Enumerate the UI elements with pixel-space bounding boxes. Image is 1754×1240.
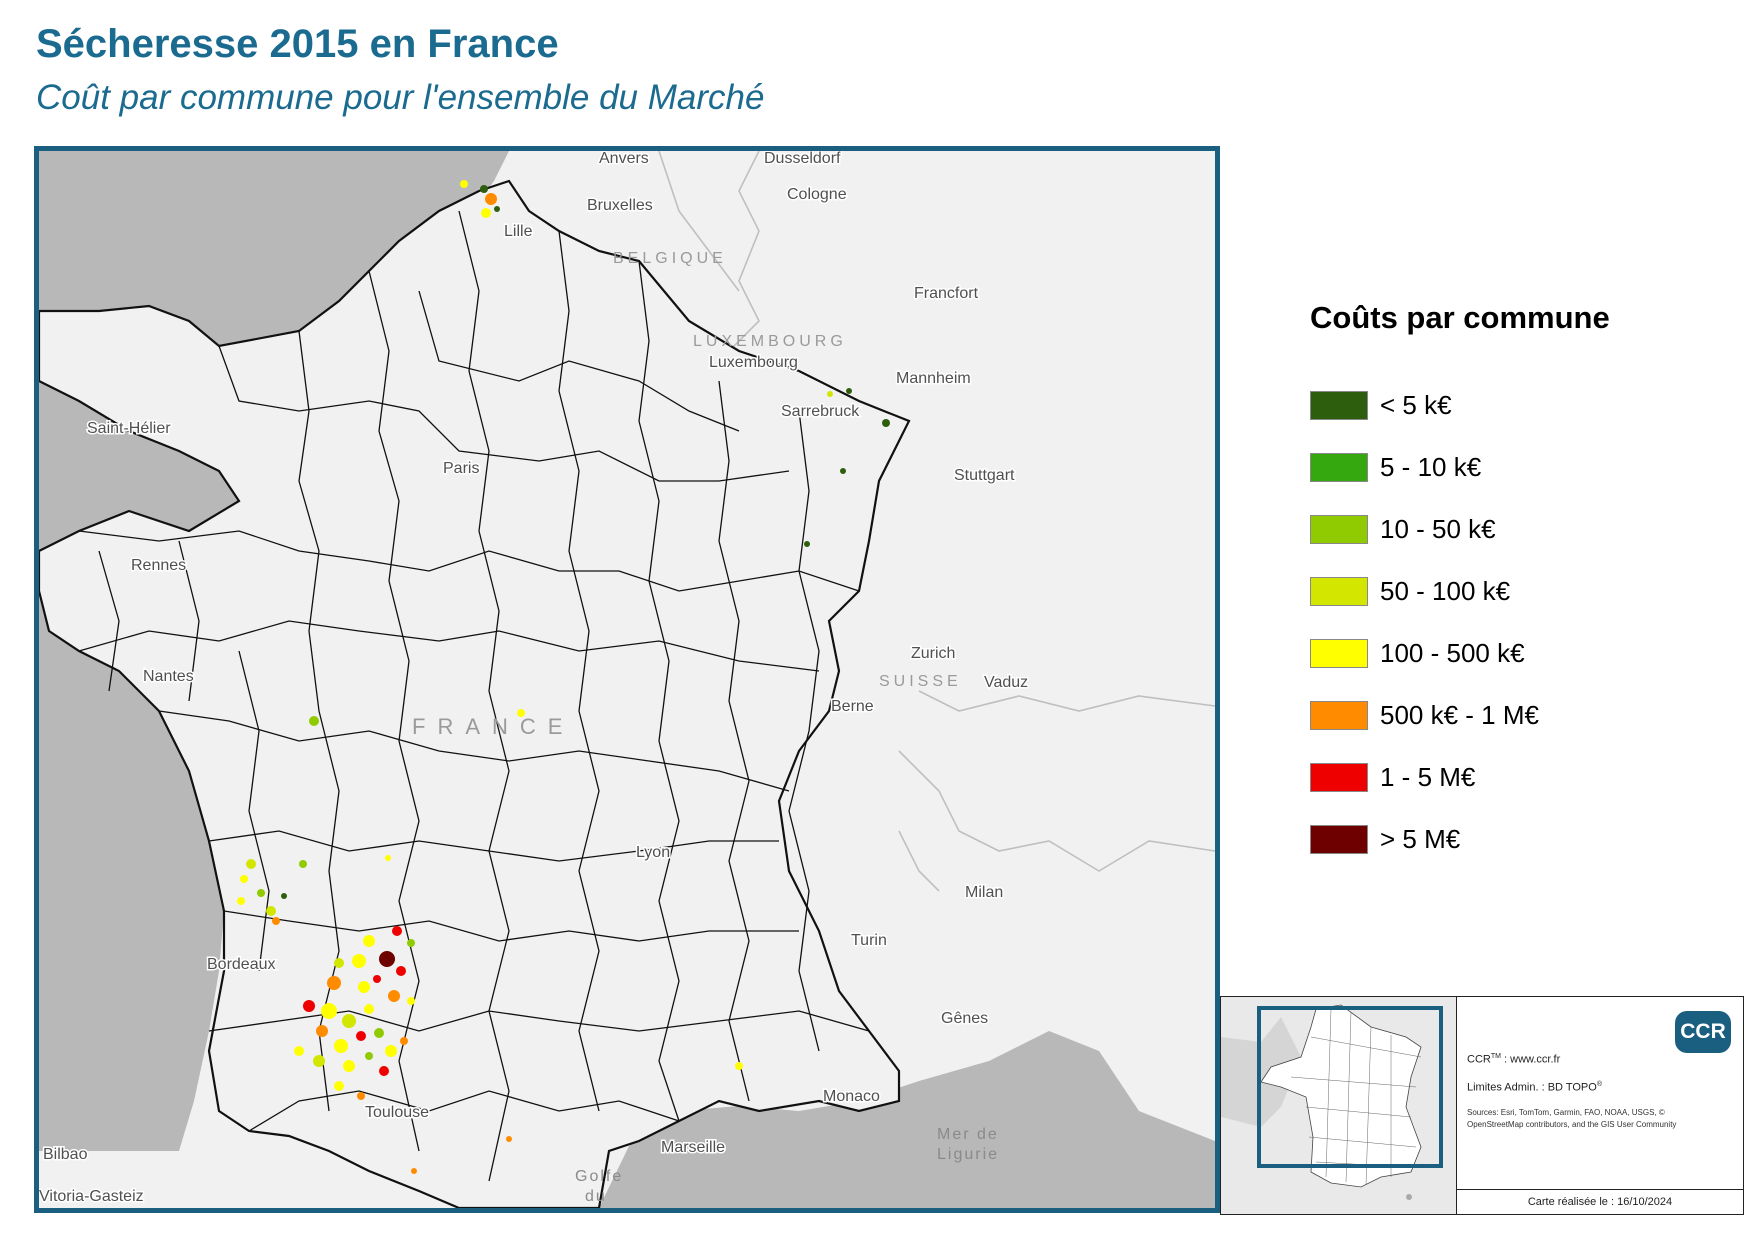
credit-sources: Sources: Esri, TomTom, Garmin, FAO, NOAA… [1467,1108,1677,1129]
commune-cost-markers [237,180,890,1174]
place-label: Berne [831,698,874,715]
place-label: Bruxelles [587,197,653,214]
place-label: Luxembourg [709,354,798,371]
france-outline [39,179,911,1208]
place-label: Lyon [636,844,670,861]
credit-site: : www.ccr.fr [1500,1053,1561,1066]
place-label: Paris [443,460,479,477]
info-box: CCR CCRTM : www.ccr.fr Limites Admin. : … [1220,996,1744,1215]
legend-swatch [1310,700,1368,730]
credit-site-prefix: CCR [1467,1053,1491,1066]
legend-item: 500 k€ - 1 M€ [1310,684,1730,746]
sea-label: Ligurie [937,1146,999,1163]
place-label: Vaduz [984,674,1028,691]
legend-label: 10 - 50 k€ [1380,513,1496,544]
map-date: Carte réalisée le : 16/10/2024 [1457,1189,1743,1214]
legend-label: 100 - 500 k€ [1380,637,1525,668]
legend-item: < 5 k€ [1310,374,1730,436]
place-label: Nantes [143,668,194,685]
overview-departments [1290,1008,1422,1186]
place-label: Cologne [787,186,847,203]
credit-registered: ® [1596,1081,1602,1088]
map-subtitle: Coût par commune pour l'ensemble du Marc… [36,78,765,117]
sea-biscay [39,591,224,1151]
overview-inset-map [1221,997,1457,1214]
place-label: Milan [965,884,1003,901]
place-label: Stuttgart [954,467,1015,484]
legend-item: > 5 M€ [1310,808,1730,870]
legend-swatch [1310,824,1368,854]
place-label: Marseille [661,1139,725,1156]
legend-swatch [1310,514,1368,544]
place-label: Dusseldorf [764,151,841,167]
place-label: Lille [504,223,533,240]
legend: Coûts par commune < 5 k€ 5 - 10 k€ 10 - … [1310,300,1730,870]
place-label: Anvers [599,151,649,167]
legend-label: 5 - 10 k€ [1380,451,1482,482]
place-label: Zurich [911,645,955,662]
legend-item: 5 - 10 k€ [1310,436,1730,498]
legend-label: 50 - 100 k€ [1380,575,1511,606]
main-map[interactable]: BELGIQUE LUXEMBOURG SUISSE FRANCE Anvers… [34,146,1220,1213]
country-label-france: FRANCE [412,714,574,739]
legend-label: < 5 k€ [1380,389,1452,420]
place-label: Sarrebruck [781,403,860,420]
place-label: Bordeaux [207,956,276,973]
legend-title: Coûts par commune [1310,300,1610,335]
legend-swatch [1310,390,1368,420]
sea-label: Golfe [575,1168,623,1185]
overview-extent-frame [1257,1006,1443,1168]
place-label: Turin [851,932,887,949]
place-label: Gênes [941,1010,988,1027]
region-label-luxembourg: LUXEMBOURG [693,333,847,350]
ccr-logo: CCR [1675,1011,1731,1053]
place-label: Mannheim [896,370,971,387]
place-label: Saint-Hélier [87,420,171,437]
credit-tm: TM [1490,1053,1501,1060]
credits-panel: CCR CCRTM : www.ccr.fr Limites Admin. : … [1457,997,1743,1214]
region-label-belgique: BELGIQUE [613,250,727,267]
overview-sea [1221,1017,1301,1127]
place-label: Rennes [131,557,186,574]
legend-item: 50 - 100 k€ [1310,560,1730,622]
map-canvas: BELGIQUE LUXEMBOURG SUISSE FRANCE Anvers… [39,151,1215,1208]
sea-mediterranean [599,1031,1215,1208]
place-label: Vitoria-Gasteiz [39,1188,144,1205]
overview-corsica [1406,1194,1412,1200]
sea-label: Mer de [937,1126,999,1143]
legend-item: 10 - 50 k€ [1310,498,1730,560]
place-label: Toulouse [365,1104,429,1121]
map-title: Sécheresse 2015 en France [36,22,559,66]
legend-swatch [1310,452,1368,482]
place-label: Francfort [914,285,979,302]
sea-north [39,151,509,346]
credit-admin-limits: Limites Admin. : BD TOPO® [1467,1081,1602,1094]
region-label-suisse: SUISSE [879,673,962,690]
sea-label: du [585,1188,607,1205]
place-label: Bilbao [43,1146,88,1163]
credit-limits-text: Limites Admin. : BD TOPO [1467,1081,1597,1094]
credit-website: CCRTM : www.ccr.fr [1467,1053,1560,1066]
legend-label: 1 - 5 M€ [1380,761,1476,792]
legend-label: > 5 M€ [1380,823,1461,854]
legend-item: 1 - 5 M€ [1310,746,1730,808]
legend-swatch [1310,762,1368,792]
overview-map-graphic [1221,1004,1422,1200]
legend-swatch [1310,638,1368,668]
legend-label: 500 k€ - 1 M€ [1380,699,1539,730]
sea-atlantic [39,381,239,551]
legend-item: 100 - 500 k€ [1310,622,1730,684]
overview-france [1260,1004,1422,1188]
place-label: Monaco [823,1088,880,1105]
legend-swatch [1310,576,1368,606]
